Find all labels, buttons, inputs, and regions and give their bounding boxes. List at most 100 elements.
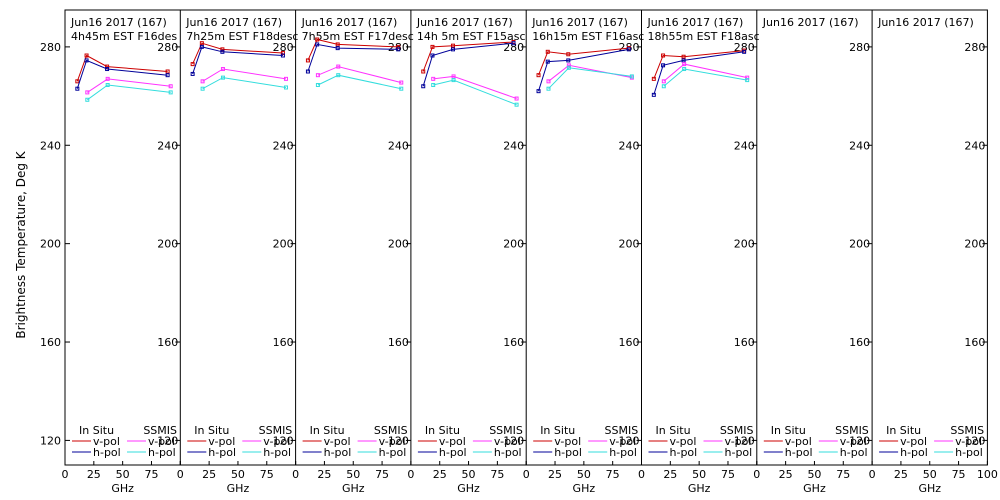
- series-line-insitu-h: [307, 43, 399, 72]
- x-tick-label: 100: [977, 468, 998, 481]
- data-point-insitu-v: [280, 51, 285, 56]
- data-point-insitu-v: [305, 58, 310, 63]
- legend-label-ssmis-h: h-pol: [955, 446, 983, 459]
- data-point-ssmis-h: [745, 78, 750, 83]
- legend-ssmis-heading: SSMIS: [835, 424, 869, 437]
- data-point-insitu-v: [335, 42, 340, 47]
- data-point-insitu-v: [199, 41, 204, 46]
- legend-label-ssmis-h: h-pol: [609, 446, 637, 459]
- x-tick-label: 50: [462, 468, 476, 481]
- legend-insitu-heading: In Situ: [540, 424, 575, 437]
- y-tick-label: 200: [619, 238, 640, 251]
- x-tick-label: 50: [231, 468, 245, 481]
- legend-label-ssmis-v: v-pol: [148, 435, 175, 448]
- x-tick-label: 0: [62, 468, 69, 481]
- data-point-ssmis-v: [451, 74, 456, 79]
- data-point-insitu-h: [190, 71, 195, 76]
- y-tick-label-left: 240: [40, 139, 61, 152]
- y-tick-label: 120: [157, 434, 178, 447]
- data-point-ssmis-v: [399, 80, 404, 85]
- y-tick-label: 240: [964, 139, 985, 152]
- x-tick-label: 75: [721, 468, 735, 481]
- x-tick-label: 0: [407, 468, 414, 481]
- legend-insitu-heading: In Situ: [771, 424, 806, 437]
- legend-label-ssmis-v: v-pol: [955, 435, 982, 448]
- data-point-insitu-h: [335, 46, 340, 51]
- data-point-insitu-v: [651, 76, 656, 81]
- legend-label-insitu-h: h-pol: [554, 446, 582, 459]
- x-tick-label: 75: [144, 468, 158, 481]
- y-tick-label-left: 200: [40, 238, 61, 251]
- legend-label-ssmis-h: h-pol: [725, 446, 753, 459]
- data-point-ssmis-v: [336, 64, 341, 69]
- x-tick-label: 75: [606, 468, 620, 481]
- data-point-insitu-v: [105, 64, 110, 69]
- y-tick-label: 240: [619, 139, 640, 152]
- y-tick-label: 280: [273, 41, 294, 54]
- legend-label-insitu-h: h-pol: [785, 446, 813, 459]
- data-point-insitu-v: [430, 44, 435, 49]
- y-tick-label: 160: [964, 336, 985, 349]
- y-tick-label: 160: [503, 336, 524, 349]
- data-point-insitu-h: [165, 73, 170, 78]
- legend-label-insitu-v: v-pol: [670, 435, 697, 448]
- data-point-ssmis-h: [566, 65, 571, 70]
- legend-label-ssmis-h: h-pol: [840, 446, 868, 459]
- x-tick-label: 25: [663, 468, 677, 481]
- legend-label-ssmis-v: v-pol: [840, 435, 867, 448]
- legend-label-ssmis-v: v-pol: [725, 435, 752, 448]
- y-tick-label: 120: [619, 434, 640, 447]
- legend-label-insitu-v: v-pol: [93, 435, 120, 448]
- series-line-insitu-h: [192, 46, 283, 75]
- x-tick-label: 50: [807, 468, 821, 481]
- data-point-insitu-h: [450, 47, 455, 52]
- y-tick-label: 120: [503, 434, 524, 447]
- data-point-insitu-v: [545, 49, 550, 54]
- legend-label-ssmis-v: v-pol: [494, 435, 521, 448]
- data-point-insitu-h: [681, 58, 686, 63]
- data-point-insitu-v: [84, 53, 89, 58]
- series-line-ssmis-h: [87, 84, 171, 101]
- x-axis-label: GHz: [688, 482, 711, 495]
- x-tick-label: 0: [523, 468, 530, 481]
- x-axis-label: GHz: [573, 482, 596, 495]
- legend-label-insitu-v: v-pol: [208, 435, 235, 448]
- legend-label-insitu-v: v-pol: [900, 435, 927, 448]
- data-point-ssmis-h: [629, 74, 634, 79]
- y-tick-label: 200: [503, 238, 524, 251]
- legend-label-ssmis-h: h-pol: [494, 446, 522, 459]
- data-point-insitu-h: [84, 58, 89, 63]
- x-tick-label: 25: [779, 468, 793, 481]
- data-point-insitu-h: [280, 53, 285, 58]
- panel-subtitle: 18h55m EST F18asc: [648, 30, 760, 43]
- legend-insitu-heading: In Situ: [194, 424, 229, 437]
- x-tick-label: 75: [490, 468, 504, 481]
- data-point-ssmis-v: [168, 84, 173, 89]
- series-line-insitu-v: [192, 42, 283, 65]
- y-tick-label: 200: [273, 238, 294, 251]
- data-point-ssmis-v: [200, 79, 205, 84]
- x-tick-label: 50: [692, 468, 706, 481]
- panel-subtitle: 4h45m EST F16des: [71, 30, 177, 43]
- data-point-ssmis-v: [566, 63, 571, 68]
- y-tick-label: 200: [849, 238, 870, 251]
- x-axis-label: GHz: [918, 482, 941, 495]
- series-line-insitu-v: [422, 41, 514, 72]
- data-point-ssmis-v: [546, 79, 551, 84]
- x-axis-label: GHz: [457, 482, 480, 495]
- data-point-insitu-h: [566, 58, 571, 63]
- x-tick-label: 25: [87, 468, 101, 481]
- data-point-ssmis-v: [283, 76, 288, 81]
- data-point-insitu-h: [315, 42, 320, 47]
- data-point-ssmis-h: [682, 67, 687, 72]
- data-point-insitu-h: [199, 44, 204, 49]
- panel-title: Jun16 2017 (167): [647, 16, 744, 29]
- x-tick-label: 75: [836, 468, 850, 481]
- legend-label-ssmis-h: h-pol: [379, 446, 407, 459]
- series-line-ssmis-v: [87, 78, 171, 93]
- data-point-ssmis-h: [546, 86, 551, 91]
- legend-insitu-heading: In Situ: [310, 424, 345, 437]
- legend-label-ssmis-v: v-pol: [379, 435, 406, 448]
- data-point-ssmis-v: [661, 79, 666, 84]
- y-tick-label: 160: [849, 336, 870, 349]
